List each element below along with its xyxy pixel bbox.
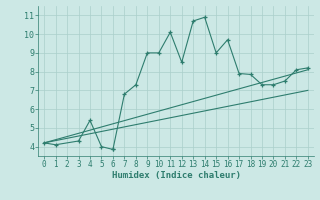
X-axis label: Humidex (Indice chaleur): Humidex (Indice chaleur)	[111, 171, 241, 180]
